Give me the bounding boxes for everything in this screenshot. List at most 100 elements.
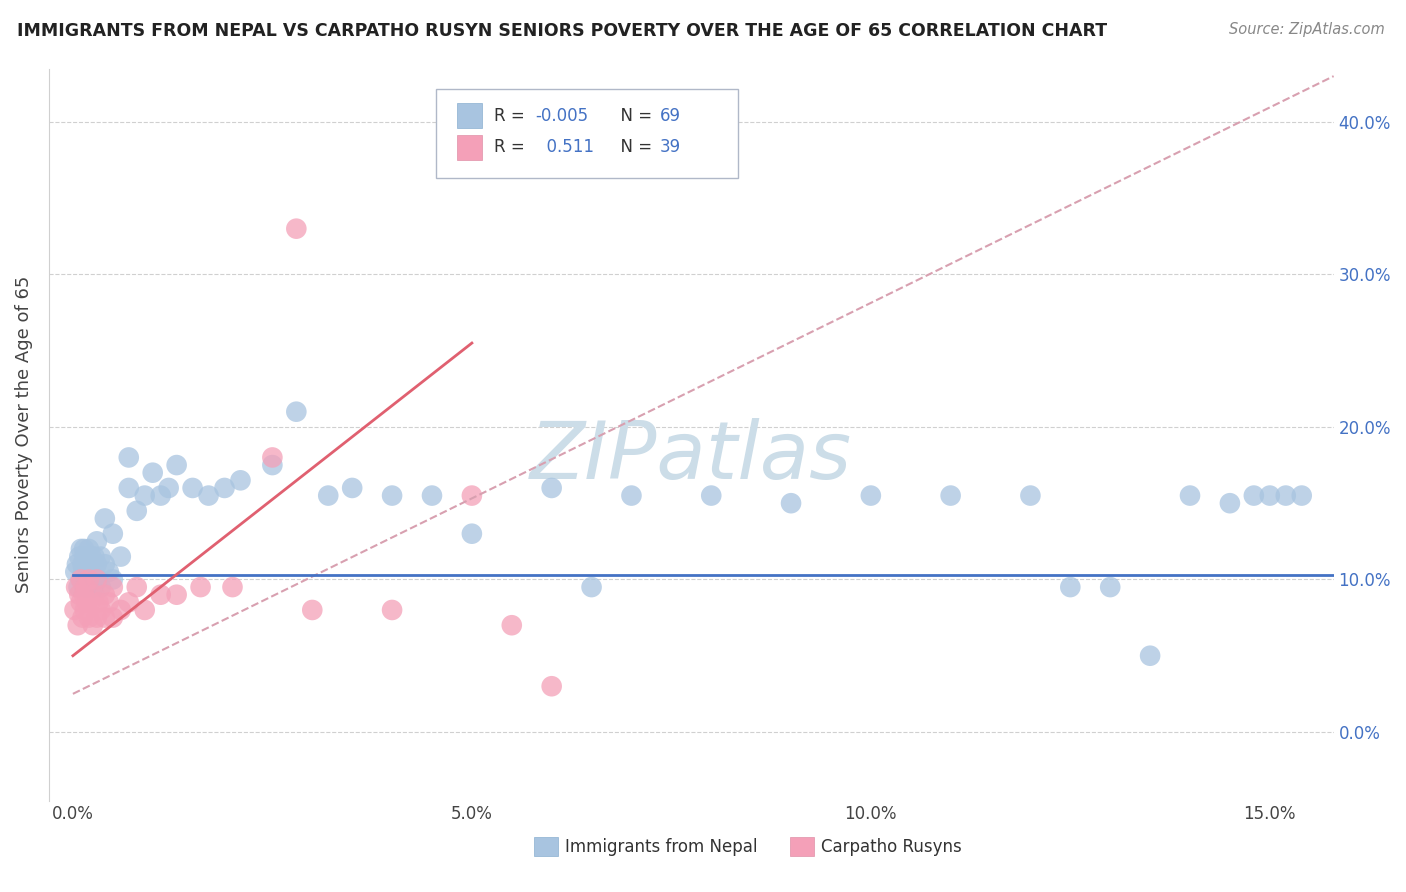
Text: IMMIGRANTS FROM NEPAL VS CARPATHO RUSYN SENIORS POVERTY OVER THE AGE OF 65 CORRE: IMMIGRANTS FROM NEPAL VS CARPATHO RUSYN … — [17, 22, 1107, 40]
Point — [420, 489, 443, 503]
Point — [301, 603, 323, 617]
Point — [1274, 489, 1296, 503]
Point — [67, 580, 90, 594]
Point — [82, 573, 104, 587]
Point — [700, 489, 723, 503]
Point — [90, 549, 112, 564]
Point — [1059, 580, 1081, 594]
Point — [262, 458, 284, 472]
Point — [76, 549, 98, 564]
Point — [125, 580, 148, 594]
Point — [97, 595, 120, 609]
Point — [83, 588, 105, 602]
Point — [1139, 648, 1161, 663]
Point — [134, 489, 156, 503]
Point — [75, 573, 97, 587]
Point — [73, 588, 96, 602]
Point — [221, 580, 243, 594]
Point — [285, 405, 308, 419]
Point — [1243, 489, 1265, 503]
Point — [70, 573, 93, 587]
Point — [262, 450, 284, 465]
Point — [73, 549, 96, 564]
Point — [134, 603, 156, 617]
Point — [181, 481, 204, 495]
Point — [79, 595, 101, 609]
Text: N =: N = — [610, 138, 658, 156]
Point — [101, 526, 124, 541]
Text: N =: N = — [610, 107, 658, 125]
Point — [501, 618, 523, 632]
Point — [1219, 496, 1241, 510]
Point — [77, 610, 100, 624]
Point — [125, 504, 148, 518]
Point — [1291, 489, 1313, 503]
Point — [166, 588, 188, 602]
Point — [63, 603, 86, 617]
Point — [86, 558, 108, 572]
Point — [118, 595, 141, 609]
Point — [540, 679, 562, 693]
Point — [82, 618, 104, 632]
Point — [166, 458, 188, 472]
Point — [1258, 489, 1281, 503]
Point — [83, 549, 105, 564]
Point — [149, 489, 172, 503]
Point — [87, 595, 110, 609]
Point — [101, 580, 124, 594]
Point — [118, 450, 141, 465]
Y-axis label: Seniors Poverty Over the Age of 65: Seniors Poverty Over the Age of 65 — [15, 276, 32, 593]
Point — [101, 573, 124, 587]
Point — [90, 580, 112, 594]
Point — [620, 489, 643, 503]
Point — [72, 565, 94, 579]
Point — [340, 481, 363, 495]
Point — [1099, 580, 1122, 594]
Point — [118, 481, 141, 495]
Point — [70, 595, 93, 609]
Point — [86, 573, 108, 587]
Point — [94, 558, 117, 572]
Point — [72, 610, 94, 624]
Text: Source: ZipAtlas.com: Source: ZipAtlas.com — [1229, 22, 1385, 37]
Point — [77, 580, 100, 594]
Point — [86, 610, 108, 624]
Point — [461, 489, 484, 503]
Point — [157, 481, 180, 495]
Point — [70, 573, 93, 587]
Point — [94, 511, 117, 525]
Text: 69: 69 — [659, 107, 681, 125]
Point — [229, 473, 252, 487]
Point — [87, 573, 110, 587]
Text: ZIPatlas: ZIPatlas — [530, 417, 852, 496]
Point — [316, 489, 339, 503]
Text: Immigrants from Nepal: Immigrants from Nepal — [565, 838, 758, 855]
Point — [859, 489, 882, 503]
Text: R =: R = — [494, 107, 530, 125]
Point — [381, 603, 404, 617]
Point — [90, 603, 112, 617]
Text: 0.511: 0.511 — [536, 138, 593, 156]
Point — [110, 549, 132, 564]
Text: -0.005: -0.005 — [536, 107, 589, 125]
Point — [79, 565, 101, 579]
Point — [77, 573, 100, 587]
Point — [94, 588, 117, 602]
Point — [77, 541, 100, 556]
Point — [1019, 489, 1042, 503]
Point — [94, 610, 117, 624]
Point — [76, 595, 98, 609]
Point — [80, 549, 103, 564]
Point — [110, 603, 132, 617]
Point — [75, 580, 97, 594]
Point — [461, 526, 484, 541]
Point — [66, 558, 89, 572]
Text: 39: 39 — [659, 138, 681, 156]
Point — [540, 481, 562, 495]
Point — [86, 534, 108, 549]
Point — [65, 580, 87, 594]
Point — [142, 466, 165, 480]
Point — [66, 618, 89, 632]
Point — [97, 565, 120, 579]
Point — [101, 610, 124, 624]
